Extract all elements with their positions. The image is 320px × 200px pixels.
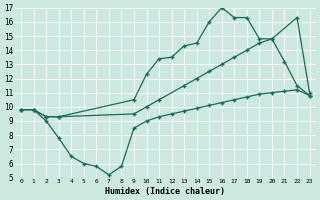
X-axis label: Humidex (Indice chaleur): Humidex (Indice chaleur) xyxy=(105,187,225,196)
